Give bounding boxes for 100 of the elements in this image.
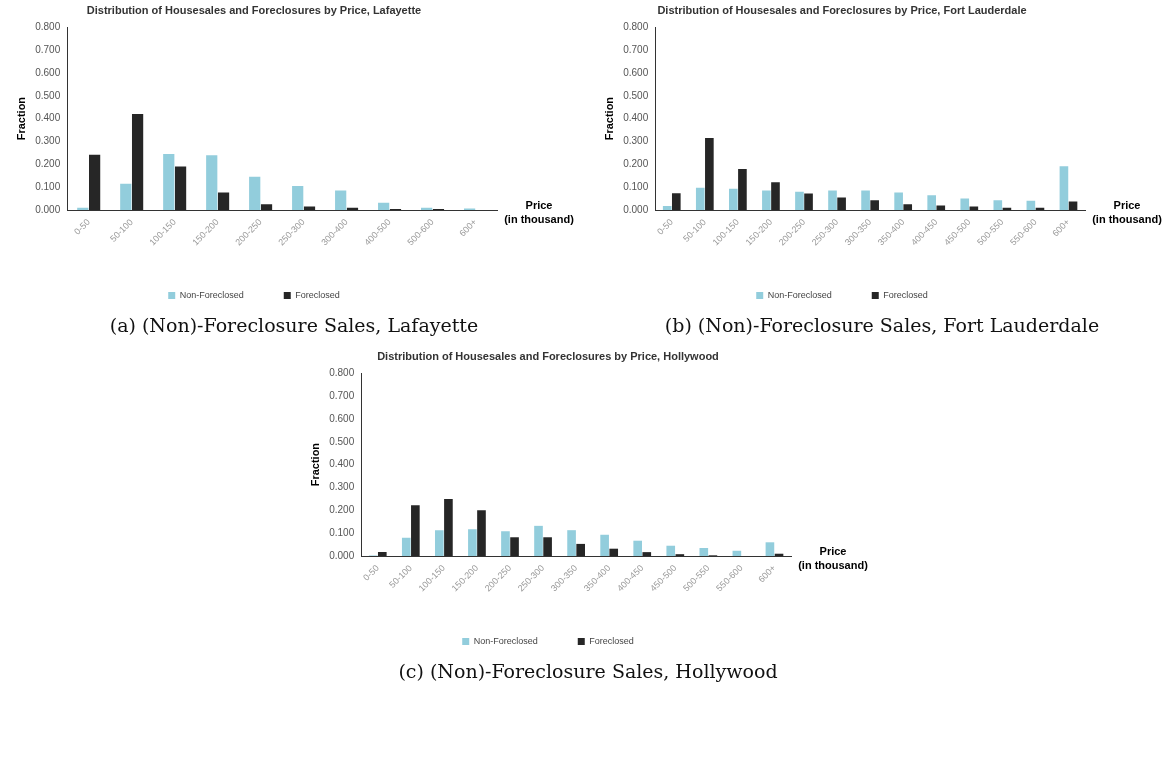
bar: [992, 200, 1002, 211]
bar: [131, 114, 143, 211]
bar: [836, 197, 846, 211]
bar: [632, 540, 642, 557]
bar: [698, 548, 708, 557]
y-tick-label: 0.500: [34, 89, 61, 101]
bar: [761, 190, 771, 211]
x-tick-label: 0-50: [360, 562, 381, 583]
bar: [205, 155, 217, 211]
legend-label: Foreclosed: [588, 635, 634, 646]
y-tick-label: 0.800: [622, 20, 649, 32]
bar: [803, 193, 813, 211]
bar: [902, 204, 912, 211]
bar: [291, 186, 303, 211]
bar: [410, 505, 420, 557]
x-axis-title: Price (in thousand): [1091, 199, 1162, 226]
bar: [377, 202, 389, 211]
bar: [260, 204, 272, 211]
bar: [665, 545, 675, 557]
y-tick-label: 0.400: [34, 112, 61, 124]
bar: [794, 191, 804, 211]
y-tick-label: 0.200: [34, 158, 61, 170]
text: (a) (Non)-Foreclosure Sales, Lafayette: [109, 314, 479, 336]
y-tick-label: 0.300: [34, 135, 61, 147]
bar: [509, 537, 519, 557]
y-tick-label: 0.100: [34, 180, 61, 192]
y-tick-label: 0.200: [622, 158, 649, 170]
bar: [566, 530, 576, 557]
x-tick-label: 0-50: [71, 216, 92, 237]
text: (c) (Non)-Foreclosure Sales, Hollywood: [398, 660, 778, 682]
bar: [893, 192, 903, 211]
bar: [217, 192, 229, 211]
bar: [500, 531, 510, 557]
chart-title: Distribution of Housesales and Foreclosures by Price, Hollywood: [376, 349, 719, 362]
bar: [467, 529, 477, 557]
bar: [671, 193, 681, 211]
bar: [765, 542, 774, 557]
y-tick-label: 0.300: [622, 135, 649, 147]
chart-title: Distribution of Housesales and Foreclosures by Price, Lafayette: [86, 3, 421, 16]
bar: [88, 154, 100, 211]
y-tick-label: 0.600: [328, 412, 355, 424]
bar: [860, 190, 870, 211]
chart-title: Distribution of Housesales and Foreclosures by Price, Fort Lauderdale: [656, 3, 1027, 16]
y-tick-label: 0.300: [328, 481, 355, 493]
bar: [704, 138, 714, 211]
legend-label: Non-Foreclosed: [767, 289, 832, 300]
bar: [443, 498, 453, 557]
y-tick-label: 0.600: [622, 66, 649, 78]
y-tick-label: 0.700: [34, 43, 61, 55]
bar: [599, 534, 609, 557]
y-tick-label: 0.700: [328, 389, 355, 401]
bar: [162, 154, 174, 211]
bar: [1059, 166, 1068, 211]
x-tick-label: 0-50: [654, 216, 675, 237]
bar: [737, 168, 747, 211]
bar: [641, 552, 651, 557]
y-tick-label: 0.600: [34, 66, 61, 78]
bar: [662, 205, 672, 211]
y-tick-label: 0.500: [622, 89, 649, 101]
legend-label: Foreclosed: [882, 289, 928, 300]
y-axis-title: Fraction: [308, 442, 321, 487]
bar: [476, 510, 486, 557]
y-tick-label: 0.200: [328, 504, 355, 516]
bar: [926, 195, 936, 211]
bar: [575, 543, 585, 557]
bar: [869, 200, 879, 211]
bar: [248, 176, 260, 211]
y-tick-label: 0.500: [328, 435, 355, 447]
bar: [119, 183, 131, 211]
y-tick-label: 0.800: [328, 366, 355, 378]
bar: [959, 198, 969, 211]
bar: [695, 187, 705, 211]
y-tick-label: 0.000: [622, 203, 649, 215]
bar: [533, 525, 543, 557]
y-tick-label: 0.000: [328, 549, 355, 561]
bar: [377, 552, 387, 557]
text: (b) (Non)-Foreclosure Sales, Fort Lauderdale: [664, 314, 1100, 336]
bar: [935, 205, 945, 211]
y-tick-label: 0.800: [34, 20, 61, 32]
y-tick-label: 0.700: [622, 43, 649, 55]
bar: [728, 188, 738, 211]
bar: [401, 537, 411, 557]
bar: [542, 537, 552, 557]
bar: [434, 530, 444, 557]
x-axis-title: Price (in thousand): [503, 199, 574, 226]
bar: [827, 190, 837, 211]
legend-label: Non-Foreclosed: [473, 635, 538, 646]
x-axis-title: Price (in thousand): [797, 545, 868, 572]
legend-label: Non-Foreclosed: [179, 289, 244, 300]
y-tick-label: 0.400: [622, 112, 649, 124]
y-tick-label: 0.100: [622, 180, 649, 192]
y-axis-title: Fraction: [602, 96, 615, 141]
legend-label: Foreclosed: [294, 289, 340, 300]
bar: [770, 182, 780, 211]
y-axis-title: Fraction: [14, 96, 27, 141]
bar: [608, 548, 618, 557]
y-tick-label: 0.100: [328, 526, 355, 538]
bar: [334, 190, 346, 211]
y-tick-label: 0.000: [34, 203, 61, 215]
y-tick-label: 0.400: [328, 458, 355, 470]
